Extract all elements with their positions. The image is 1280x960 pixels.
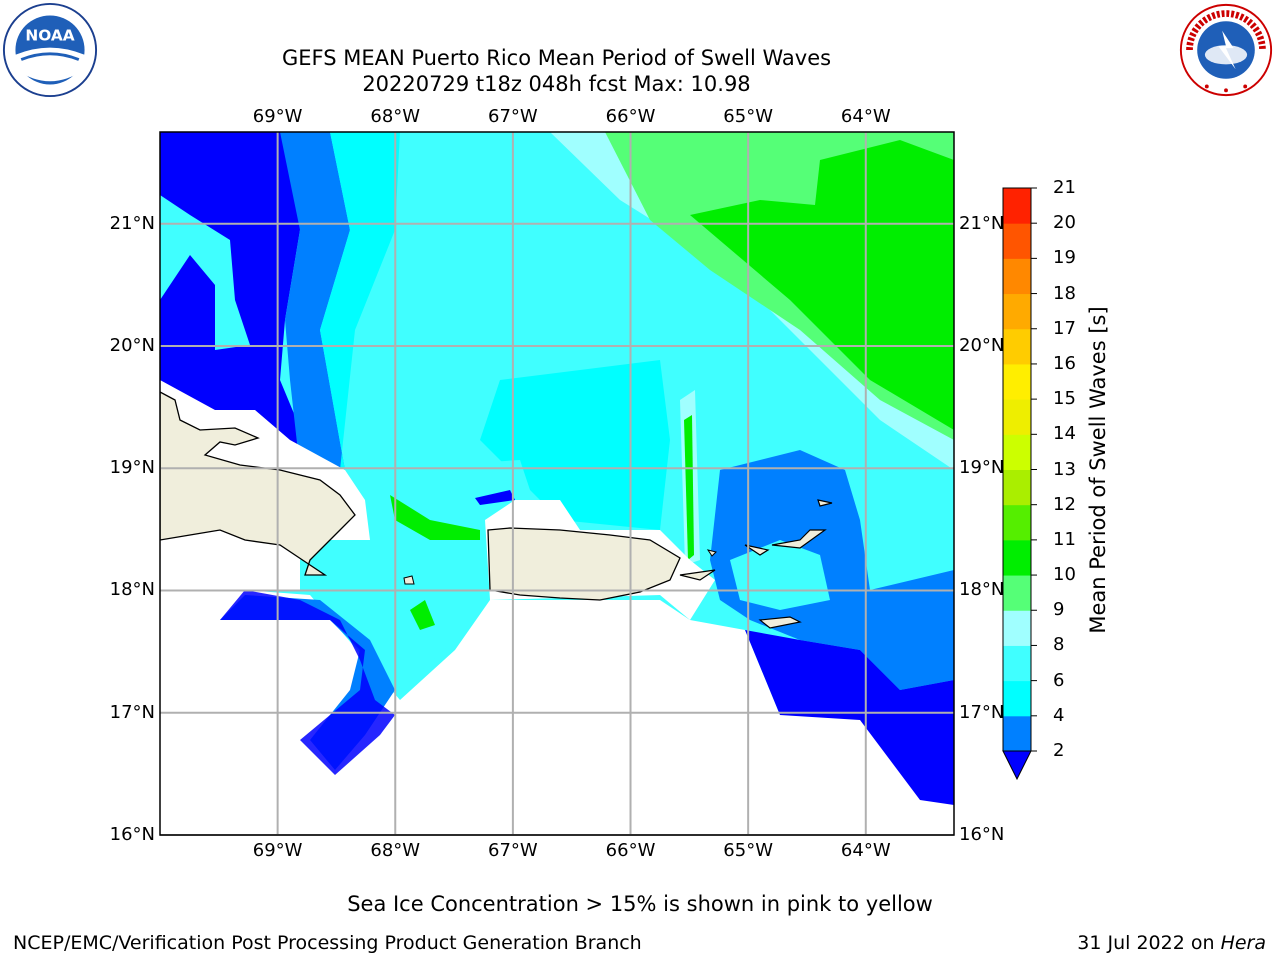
lon-label-bottom: 69°W — [252, 840, 303, 861]
colorbar-label: Mean Period of Swell Waves [s] — [1086, 306, 1110, 634]
lon-label-bottom: 67°W — [488, 840, 538, 861]
colorbar-tick-label: 8 — [1053, 634, 1065, 656]
colorbar-tick-label: 16 — [1053, 352, 1076, 374]
colorbar-bin — [1003, 715, 1031, 752]
st-john-island — [771, 529, 827, 549]
contour-11s-streak — [684, 415, 694, 560]
lon-label-top: 65°W — [723, 106, 773, 127]
colorbar-bin — [1003, 258, 1031, 295]
colorbar-tick-label: 12 — [1053, 493, 1076, 515]
lon-label-top: 69°W — [252, 106, 303, 127]
colorbar-tick-label: 13 — [1053, 458, 1076, 480]
contour-4s-west — [280, 132, 350, 470]
colorbar-bin — [1003, 575, 1031, 611]
colorbar-tick-label: 18 — [1053, 282, 1076, 304]
contour-11s-passage — [390, 495, 480, 540]
colorbar-bin — [1003, 434, 1031, 470]
puerto-rico-landmass — [487, 527, 681, 601]
contour-8s-sw — [320, 460, 540, 690]
colorbar-bin — [1003, 293, 1031, 330]
colorbar-bin — [1003, 504, 1031, 541]
lat-label-left: 16°N — [109, 824, 155, 845]
colorbar-extension — [1002, 750, 1032, 781]
lat-label-left: 17°N — [109, 701, 155, 723]
chart-title: GEFS MEAN Puerto Rico Mean Period of Swe… — [281, 46, 832, 70]
branch-credit: NCEP/EMC/Verification Post Processing Pr… — [13, 932, 642, 954]
lon-label-top: 67°W — [488, 106, 538, 127]
vieques-island — [679, 569, 716, 581]
colorbar-bin — [1003, 328, 1031, 365]
chart-subtitle: 20220729 t18z 048h fcst Max: 10.98 — [362, 72, 751, 96]
colorbar-tick-label: 21 — [1053, 177, 1076, 198]
contour-2s-spot — [475, 490, 515, 505]
lat-label-left: 18°N — [109, 579, 155, 601]
colorbar-bin — [1003, 469, 1031, 506]
colorbar-bin — [1003, 363, 1031, 400]
colorbar-tick-label: 19 — [1053, 247, 1076, 269]
colorbar-bin — [1003, 680, 1031, 717]
colorbar-tick-label: 15 — [1053, 388, 1076, 410]
colorbar-bin — [1003, 223, 1031, 259]
colorbar-bin — [1003, 610, 1031, 646]
contour-2s-west — [160, 132, 320, 470]
colorbar-tick-label: 17 — [1053, 317, 1076, 339]
lat-label-right: 18°N — [959, 579, 1005, 601]
lat-label-right: 20°N — [959, 334, 1005, 356]
culebra-island — [706, 549, 717, 557]
colorbar-bin — [1003, 188, 1031, 224]
contour-2s-sw — [220, 590, 395, 775]
noaa-logo-icon: NOAA — [2, 2, 98, 98]
contour-11s — [690, 140, 954, 430]
lon-label-top: 68°W — [370, 106, 421, 127]
lon-label-bottom: 65°W — [723, 840, 773, 861]
colorbar-tick-label: 10 — [1053, 564, 1076, 586]
date-text: 31 Jul 2022 on — [1077, 932, 1221, 954]
lon-label-bottom: 64°W — [840, 840, 891, 861]
st-croix-island — [758, 616, 802, 629]
colorbar-bin — [1003, 539, 1031, 576]
lon-label-bottom: 68°W — [370, 840, 421, 861]
contour-8s-vi — [730, 540, 830, 610]
lon-label-top: 64°W — [840, 106, 891, 127]
colorbar-tick-label: 14 — [1053, 423, 1076, 445]
lat-label-right: 21°N — [959, 212, 1005, 234]
gridlines — [160, 132, 954, 836]
generation-date: 31 Jul 2022 on Hera — [1077, 932, 1266, 954]
lat-label-right: 16°N — [959, 824, 1005, 845]
colorbar-tick-label: 2 — [1053, 740, 1065, 761]
anegada-island — [817, 499, 833, 507]
st-thomas-island — [744, 544, 770, 556]
colorbar-tick-label: 9 — [1053, 599, 1065, 621]
lat-label-right: 19°N — [959, 457, 1005, 479]
lat-label-left: 20°N — [109, 334, 155, 356]
colorbar-tick-label: 6 — [1053, 669, 1065, 691]
nws-logo-icon — [1179, 3, 1273, 97]
lon-label-top: 66°W — [605, 106, 656, 127]
lat-label-right: 17°N — [959, 701, 1005, 723]
map-frame — [159, 131, 955, 836]
colorbar-bin — [1003, 399, 1031, 435]
colorbar-tick-label: 20 — [1053, 212, 1076, 234]
sea-ice-note: Sea Ice Concentration > 15% is shown in … — [347, 892, 933, 916]
colorbar-bin — [1003, 645, 1031, 682]
lat-label-left: 19°N — [109, 457, 155, 479]
contour-6s-a — [320, 132, 400, 470]
noaa-logo-text: NOAA — [25, 26, 74, 44]
lat-label-left: 21°N — [109, 212, 155, 234]
contour-2s-east — [745, 630, 954, 805]
host-name: Hera — [1220, 932, 1266, 954]
colorbar — [1002, 187, 1037, 781]
contour-4s-east — [710, 450, 954, 690]
contour-11s-spot — [410, 600, 435, 630]
mona-island — [403, 575, 415, 585]
colorbar-tick-label: 11 — [1053, 528, 1076, 550]
lon-label-bottom: 66°W — [605, 840, 656, 861]
colorbar-tick-label: 4 — [1053, 704, 1065, 726]
hispaniola-landmass — [160, 391, 356, 576]
